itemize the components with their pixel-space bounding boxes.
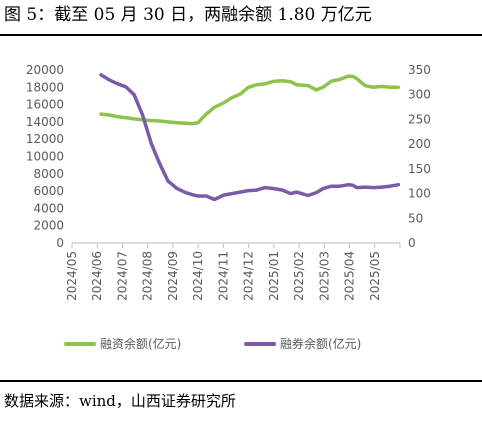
right-axis-tick-label: 50 <box>408 211 423 225</box>
right-axis-tick-label: 200 <box>408 137 431 151</box>
left-axis-tick-label: 14000 <box>26 115 64 129</box>
x-axis-tick-label: 2025/03 <box>317 251 331 301</box>
x-axis-tick-label: 2024/11 <box>216 251 230 301</box>
x-axis-tick-label: 2024/12 <box>242 251 256 301</box>
left-axis-tick-label: 4000 <box>33 201 64 215</box>
x-axis-tick-label: 2025/04 <box>343 251 357 301</box>
chart-series <box>99 73 401 202</box>
x-axis-tick-label: 2024/05 <box>65 251 79 301</box>
x-axis-tick-label: 2024/06 <box>90 251 104 301</box>
left-axis-tick-label: 6000 <box>33 184 64 198</box>
x-axis-tick-label: 2024/10 <box>191 251 205 301</box>
dual-axis-line-chart: 0200040006000800010000120001400016000180… <box>26 63 431 351</box>
left-axis-tick-label: 10000 <box>26 150 64 164</box>
left-axis-tick-label: 18000 <box>26 80 64 94</box>
left-axis-tick-label: 8000 <box>33 167 64 181</box>
financing-balance-line <box>99 74 401 126</box>
left-axis-tick-label: 12000 <box>26 132 64 146</box>
right-axis-tick-label: 100 <box>408 187 431 201</box>
left-axis-tick-label: 16000 <box>26 98 64 112</box>
left-axis-tick-label: 20000 <box>26 63 64 77</box>
right-axis-tick-label: 150 <box>408 162 431 176</box>
chart-legend: 融资余额(亿元) 融券余额(亿元) <box>64 336 361 351</box>
x-axis-tick-label: 2025/01 <box>267 251 281 301</box>
top-rule <box>0 34 482 36</box>
left-axis-tick-label: 0 <box>56 236 64 250</box>
data-source: 数据来源：wind，山西证券研究所 <box>4 392 236 410</box>
x-axis-tick-label: 2024/09 <box>166 251 180 301</box>
x-axis-tick-label: 2025/02 <box>292 251 306 301</box>
bottom-rule <box>0 380 482 382</box>
legend-label-securities: 融券余额(亿元) <box>280 336 361 351</box>
right-axis-tick-label: 250 <box>408 112 431 126</box>
figure-title: 图 5：截至 05 月 30 日，两融余额 1.80 万亿元 <box>4 5 372 25</box>
chart-axes: 0200040006000800010000120001400016000180… <box>26 63 431 301</box>
right-axis-tick-label: 0 <box>408 236 416 250</box>
left-axis-tick-label: 2000 <box>33 219 64 233</box>
legend-label-financing: 融资余额(亿元) <box>100 336 181 351</box>
securities-lending-balance-line <box>99 73 401 202</box>
x-axis-tick-label: 2024/07 <box>115 251 129 301</box>
x-axis-tick-label: 2024/08 <box>141 251 155 301</box>
right-axis-tick-label: 300 <box>408 88 431 102</box>
x-axis-tick-label: 2025/05 <box>368 251 382 301</box>
right-axis-tick-label: 350 <box>408 63 431 77</box>
